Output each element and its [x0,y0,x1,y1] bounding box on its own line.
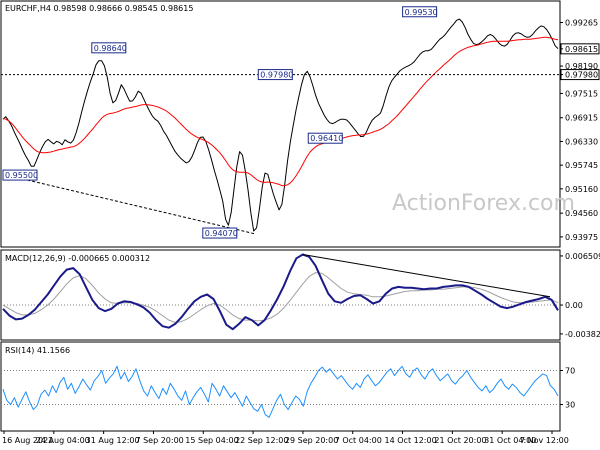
macd-y-tick-label: 0.006509 [565,252,600,261]
macd-y-tick-label: 0.00 [565,301,583,310]
price-annotation-box [202,227,238,239]
price-annotation-box [257,69,293,81]
price-annotation-box [91,42,127,54]
price-annotation-label: 0.95500 [5,171,38,180]
x-tick-label: 22 Sep 12:00 [235,436,288,445]
price-header-text: EURCHF,H4 0.98598 0.98666 0.98545 0.9861… [5,4,193,13]
price-annotation-box [2,169,38,181]
x-tick-label: 16 Aug 2022 [2,436,53,445]
price-annotation-label: 0.99530 [405,8,438,17]
rsi-y-tick-label: 30 [565,401,575,410]
price-y-tick-label: 0.95745 [565,161,598,170]
price-y-tick-label: 0.93975 [565,233,598,242]
price-layer: 0.98640 0.95500 0.94070 0.97980 0.96410 0.995… [1,6,560,239]
rsi-header-text: RSI(14) 41.1566 [5,346,70,355]
price-y-tick-label: 0.96330 [565,137,598,146]
price-annotation-box [402,6,438,18]
price-annotation-box [307,132,343,144]
x-tick-label: 21 Oct 20:00 [434,436,486,445]
price-y-tick-label: 0.96915 [565,114,598,123]
price-annotation-label: 0.98640 [94,44,127,53]
x-tick-label: 31 Aug 12:00 [86,436,140,445]
moving-average-line [2,36,559,187]
price-annotation-label: 0.97980 [260,71,293,80]
x-tick-label: 7 Oct 04:00 [335,436,382,445]
price-annotation-label: 0.96410 [310,134,343,143]
x-tick-label: 14 Oct 12:00 [385,436,437,445]
price-trendline [2,173,256,235]
macd-panel-frame [0,249,561,341]
x-tick-label: 29 Sep 20:00 [285,436,338,445]
price-annotation-label: 0.94070 [205,229,238,238]
rsi-panel-frame [0,341,561,432]
x-tick-label: 31 Oct 04:00 [484,436,536,445]
axis-layer: 0.992650.986150.981900.979800.975150.969… [2,18,600,445]
watermark-text: ActionForex.com [392,191,575,216]
x-tick-label: 24 Aug 04:00 [36,436,90,445]
x-tick-label: 15 Sep 04:00 [185,436,238,445]
macd-line [2,253,559,331]
rsi-y-tick-label: 70 [565,367,575,376]
price-line [2,18,559,232]
macd-header-text: MACD(12,26,9) -0.000665 0.000312 [5,254,150,263]
price-y-tick-label: 0.97980 [565,71,598,80]
price-y-tick-label: 0.95160 [565,185,598,194]
x-tick-label: 7 Nov 12:00 [520,436,569,445]
x-tick-label: 7 Sep 20:00 [135,436,183,445]
price-y-tick-label: 0.98615 [565,45,598,54]
macd-y-tick-label: -0.003828 [565,330,600,339]
macd-trendline [302,254,551,298]
rsi-line [2,365,559,418]
price-y-tick-label: 0.98190 [565,62,598,71]
macd-layer [1,253,560,331]
price-y-tick-label: 0.94560 [565,209,598,218]
rsi-layer [1,365,560,418]
price-y-tick-label: 0.97515 [565,89,598,98]
price-y-tick-label: 0.99265 [565,18,598,27]
